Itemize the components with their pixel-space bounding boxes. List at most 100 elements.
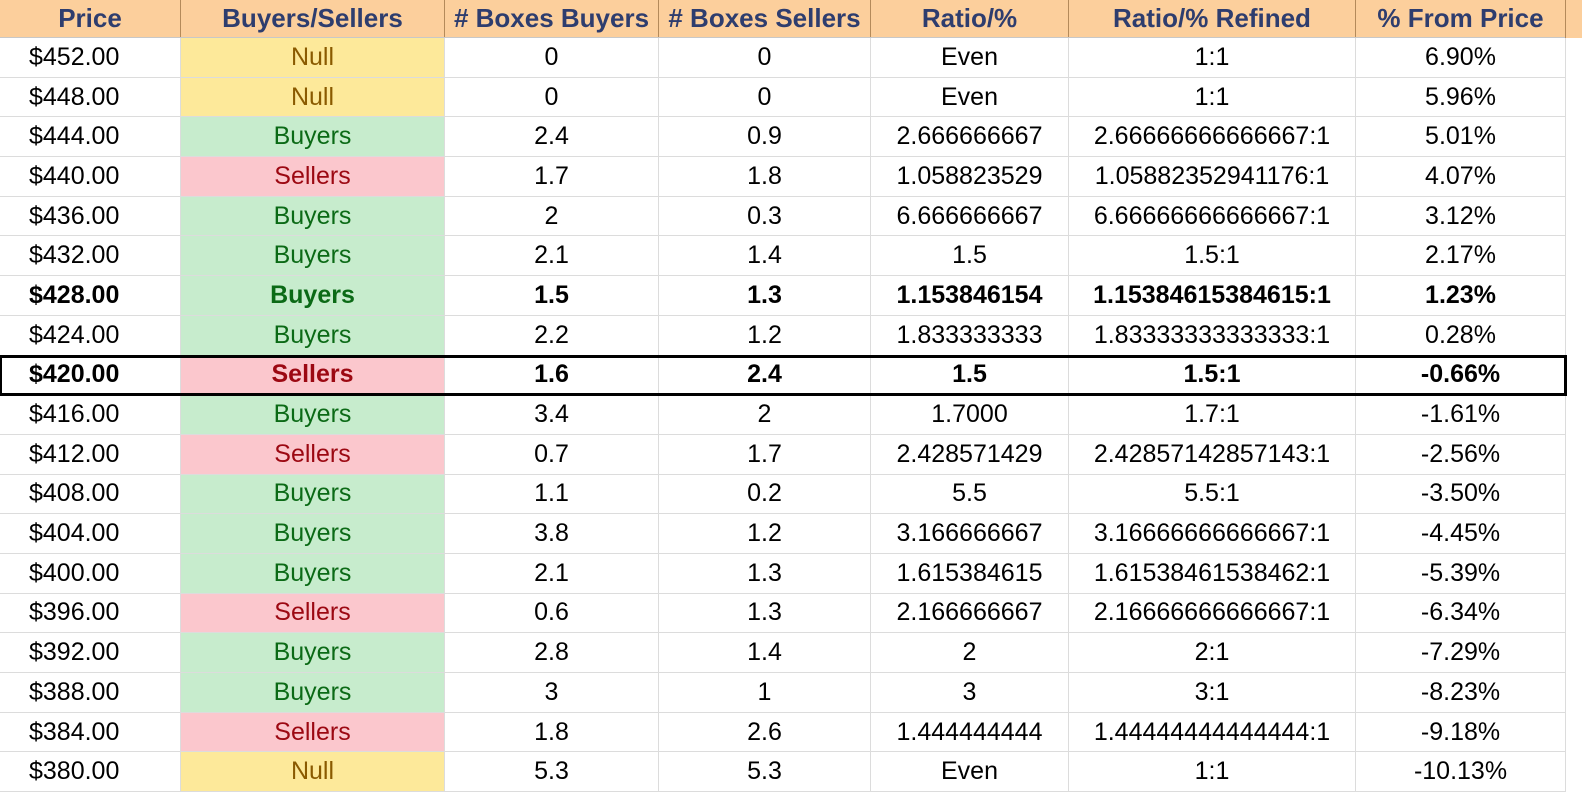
boxes-sellers-cell[interactable]: 1.4	[659, 633, 871, 672]
signal-cell[interactable]: Sellers	[181, 593, 445, 633]
from-price-cell[interactable]: 0.28%	[1356, 315, 1566, 355]
boxes-sellers-cell[interactable]: 1.3	[659, 593, 871, 633]
ratio-cell[interactable]: 1.153846154	[871, 276, 1069, 315]
ratio-refined-cell[interactable]: 2.16666666666667:1	[1069, 593, 1356, 633]
price-cell[interactable]: $452.00	[0, 38, 181, 77]
ratio-refined-cell[interactable]: 1.5:1	[1069, 236, 1356, 276]
price-cell[interactable]: $396.00	[0, 593, 181, 633]
boxes-sellers-cell[interactable]: 1.8	[659, 157, 871, 196]
table-row[interactable]: $440.00 Sellers 1.7 1.8 1.058823529 1.0588235…	[0, 157, 1566, 197]
ratio-refined-cell[interactable]: 5.5:1	[1069, 474, 1356, 514]
ratio-cell[interactable]: 3.166666667	[871, 514, 1069, 553]
signal-cell[interactable]: Buyers	[181, 236, 445, 276]
ratio-cell[interactable]: Even	[871, 38, 1069, 77]
table-row[interactable]: $412.00 Sellers 0.7 1.7 2.428571429 2.4285714…	[0, 434, 1566, 475]
ratio-refined-cell[interactable]: 1.5:1	[1069, 355, 1356, 395]
boxes-buyers-cell[interactable]: 3	[445, 673, 659, 712]
from-price-cell[interactable]: -8.23%	[1356, 673, 1566, 712]
from-price-cell[interactable]: -9.18%	[1356, 712, 1566, 752]
boxes-buyers-cell[interactable]: 3.8	[445, 514, 659, 553]
table-row[interactable]: $432.00 Buyers 2.1 1.4 1.5 1.5:1 2.17%	[0, 236, 1566, 277]
boxes-sellers-cell[interactable]: 1.2	[659, 514, 871, 553]
boxes-buyers-cell[interactable]: 2.2	[445, 315, 659, 355]
signal-cell[interactable]: Null	[181, 77, 445, 117]
ratio-cell[interactable]: 1.615384615	[871, 553, 1069, 593]
signal-cell[interactable]: Sellers	[181, 355, 445, 395]
signal-cell[interactable]: Buyers	[181, 514, 445, 553]
ratio-refined-cell[interactable]: 3.16666666666667:1	[1069, 514, 1356, 553]
price-cell[interactable]: $404.00	[0, 514, 181, 553]
boxes-sellers-cell[interactable]: 0.9	[659, 117, 871, 157]
ratio-cell[interactable]: 2.666666667	[871, 117, 1069, 157]
signal-cell[interactable]: Sellers	[181, 157, 445, 196]
from-price-cell[interactable]: -3.50%	[1356, 474, 1566, 514]
boxes-sellers-cell[interactable]: 2.6	[659, 712, 871, 752]
table-row[interactable]: $396.00 Sellers 0.6 1.3 2.166666667 2.1666666…	[0, 593, 1566, 634]
price-cell[interactable]: $440.00	[0, 157, 181, 196]
ratio-cell[interactable]: 1.058823529	[871, 157, 1069, 196]
boxes-sellers-cell[interactable]: 0.2	[659, 474, 871, 514]
signal-cell[interactable]: Buyers	[181, 276, 445, 315]
ratio-refined-cell[interactable]: 1:1	[1069, 752, 1356, 792]
boxes-buyers-cell[interactable]: 2	[445, 196, 659, 236]
boxes-sellers-cell[interactable]: 0.3	[659, 196, 871, 236]
ratio-refined-cell[interactable]: 1.7:1	[1069, 395, 1356, 434]
header-price[interactable]: Price	[0, 0, 181, 37]
table-row[interactable]: $444.00 Buyers 2.4 0.9 2.666666667 2.66666666…	[0, 117, 1566, 158]
boxes-sellers-cell[interactable]: 0	[659, 38, 871, 77]
from-price-cell[interactable]: -0.66%	[1356, 355, 1566, 395]
table-row[interactable]: $388.00 Buyers 3 1 3 3:1 -8.23%	[0, 673, 1566, 713]
boxes-sellers-cell[interactable]: 2	[659, 395, 871, 434]
ratio-refined-cell[interactable]: 2.66666666666667:1	[1069, 117, 1356, 157]
ratio-refined-cell[interactable]: 3:1	[1069, 673, 1356, 712]
price-cell[interactable]: $444.00	[0, 117, 181, 157]
ratio-cell[interactable]: Even	[871, 752, 1069, 792]
ratio-refined-cell[interactable]: 1.15384615384615:1	[1069, 276, 1356, 315]
ratio-refined-cell[interactable]: 1.05882352941176:1	[1069, 157, 1356, 196]
price-cell[interactable]: $388.00	[0, 673, 181, 712]
boxes-sellers-cell[interactable]: 1.7	[659, 434, 871, 474]
signal-cell[interactable]: Buyers	[181, 196, 445, 236]
price-cell[interactable]: $384.00	[0, 712, 181, 752]
ratio-cell[interactable]: 2.166666667	[871, 593, 1069, 633]
price-cell[interactable]: $420.00	[0, 355, 181, 395]
from-price-cell[interactable]: 2.17%	[1356, 236, 1566, 276]
from-price-cell[interactable]: -7.29%	[1356, 633, 1566, 672]
ratio-cell[interactable]: 1.833333333	[871, 315, 1069, 355]
from-price-cell[interactable]: -5.39%	[1356, 553, 1566, 593]
from-price-cell[interactable]: 6.90%	[1356, 38, 1566, 77]
boxes-buyers-cell[interactable]: 1.8	[445, 712, 659, 752]
boxes-buyers-cell[interactable]: 2.4	[445, 117, 659, 157]
from-price-cell[interactable]: -4.45%	[1356, 514, 1566, 553]
price-cell[interactable]: $436.00	[0, 196, 181, 236]
boxes-buyers-cell[interactable]: 1.1	[445, 474, 659, 514]
ratio-cell[interactable]: 1.5	[871, 236, 1069, 276]
price-cell[interactable]: $416.00	[0, 395, 181, 434]
ratio-cell[interactable]: 6.666666667	[871, 196, 1069, 236]
price-cell[interactable]: $432.00	[0, 236, 181, 276]
ratio-cell[interactable]: 2	[871, 633, 1069, 672]
from-price-cell[interactable]: -10.13%	[1356, 752, 1566, 792]
from-price-cell[interactable]: 5.01%	[1356, 117, 1566, 157]
ratio-refined-cell[interactable]: 1.44444444444444:1	[1069, 712, 1356, 752]
table-row-current-price[interactable]: $420.00 Sellers 1.6 2.4 1.5 1.5:1 -0.66%	[0, 354, 1567, 397]
boxes-sellers-cell[interactable]: 1.3	[659, 553, 871, 593]
boxes-sellers-cell[interactable]: 2.4	[659, 355, 871, 395]
ratio-cell[interactable]: 1.444444444	[871, 712, 1069, 752]
price-cell[interactable]: $408.00	[0, 474, 181, 514]
ratio-refined-cell[interactable]: 1.61538461538462:1	[1069, 553, 1356, 593]
boxes-buyers-cell[interactable]: 3.4	[445, 395, 659, 434]
ratio-refined-cell[interactable]: 6.66666666666667:1	[1069, 196, 1356, 236]
table-row[interactable]: $424.00 Buyers 2.2 1.2 1.833333333 1.83333333…	[0, 315, 1566, 356]
header-boxes-buyers[interactable]: # Boxes Buyers	[445, 0, 659, 37]
table-row[interactable]: $404.00 Buyers 3.8 1.2 3.166666667 3.16666666…	[0, 514, 1566, 554]
ratio-cell[interactable]: 1.5	[871, 355, 1069, 395]
signal-cell[interactable]: Buyers	[181, 474, 445, 514]
boxes-buyers-cell[interactable]: 1.5	[445, 276, 659, 315]
table-row[interactable]: $452.00 Null 0 0 Even 1:1 6.90%	[0, 38, 1566, 78]
from-price-cell[interactable]: 1.23%	[1356, 276, 1566, 315]
boxes-sellers-cell[interactable]: 1	[659, 673, 871, 712]
header-buyers-sellers[interactable]: Buyers/Sellers	[181, 0, 445, 37]
table-row[interactable]: $428.00 Buyers 1.5 1.3 1.153846154 1.15384615…	[0, 276, 1566, 316]
signal-cell[interactable]: Null	[181, 752, 445, 792]
